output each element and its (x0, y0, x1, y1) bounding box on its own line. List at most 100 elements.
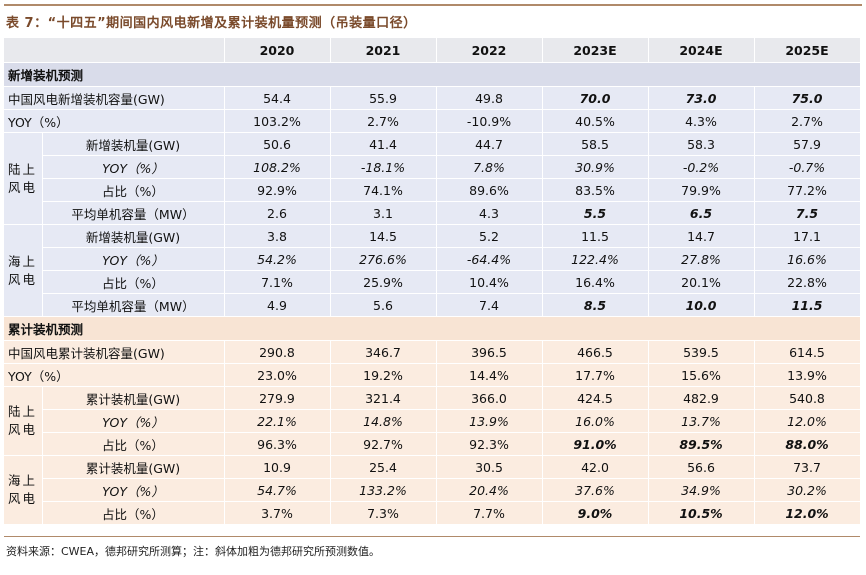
value-cell: 42.0 (542, 455, 649, 479)
value-cell: 11.5 (754, 293, 861, 317)
value-cell: 7.7% (436, 501, 543, 525)
value-cell: 14.7 (648, 224, 755, 248)
value-cell: 25.4 (330, 455, 437, 479)
column-header: 2022 (436, 38, 543, 63)
value-cell: 22.1% (224, 409, 331, 433)
column-header: 2021 (330, 38, 437, 63)
value-cell: -0.7% (754, 155, 861, 179)
value-cell: 89.5% (648, 432, 755, 456)
value-cell: 279.9 (224, 386, 331, 410)
value-cell: 4.3 (436, 201, 543, 225)
group-label: 海上风电 (4, 455, 43, 525)
value-cell: 10.5% (648, 501, 755, 525)
sub-row-label: 新增装机量(GW) (42, 224, 225, 248)
value-cell: 2.6 (224, 201, 331, 225)
table-row: YOY（%） 54.7% 133.2% 20.4% 37.6% 34.9% 30.2% (4, 478, 861, 502)
value-cell: 55.9 (330, 86, 437, 110)
value-cell: 5.6 (330, 293, 437, 317)
value-cell: 12.0% (754, 501, 861, 525)
value-cell: 321.4 (330, 386, 437, 410)
value-cell: 22.8% (754, 270, 861, 294)
value-cell: -0.2% (648, 155, 755, 179)
value-cell: 10.9 (224, 455, 331, 479)
value-cell: 13.7% (648, 409, 755, 433)
table-row: 占比（%） 96.3% 92.7% 92.3% 91.0% 89.5% 88.0% (4, 432, 861, 456)
value-cell: 16.0% (542, 409, 649, 433)
value-cell: 27.8% (648, 247, 755, 271)
value-cell: 30.5 (436, 455, 543, 479)
table-row: 陆上风电 新增装机量(GW) 50.6 41.4 44.7 58.5 58.3 57.9 (4, 132, 861, 225)
header-row: 2020 2021 2022 2023E 2024E 2025E (4, 38, 861, 63)
value-cell: 23.0% (224, 363, 331, 387)
table-row: 海上风电 累计装机量(GW) 10.9 25.4 30.5 42.0 56.6 73.7 (4, 455, 861, 525)
value-cell: 70.0 (542, 86, 649, 110)
table-row: 占比（%） 7.1% 25.9% 10.4% 16.4% 20.1% 22.8% (4, 270, 861, 294)
sub-row-label: 占比（%） (42, 270, 225, 294)
sub-row-label: 占比（%） (42, 501, 225, 525)
value-cell: 3.1 (330, 201, 437, 225)
value-cell: 77.2% (754, 178, 861, 202)
sub-row-label: 累计装机量(GW) (42, 386, 225, 410)
section-heading: 新增装机预测 (4, 62, 861, 87)
value-cell: 108.2% (224, 155, 331, 179)
value-cell: 7.8% (436, 155, 543, 179)
value-cell: 79.9% (648, 178, 755, 202)
value-cell: 614.5 (754, 340, 861, 364)
sub-row-label: YOY（%） (42, 409, 225, 433)
value-cell: 30.2% (754, 478, 861, 502)
section-heading: 累计装机预测 (4, 316, 861, 341)
value-cell: 103.2% (224, 109, 331, 133)
value-cell: 396.5 (436, 340, 543, 364)
table-row: 中国风电新增装机容量(GW) 54.4 55.9 49.8 70.0 73.0 75.0 (4, 86, 861, 110)
section-row: 新增装机预测 (4, 62, 861, 87)
value-cell: 75.0 (754, 86, 861, 110)
sub-row-label: 平均单机容量（MW） (42, 293, 225, 317)
value-cell: 41.4 (330, 132, 437, 156)
value-cell: 16.4% (542, 270, 649, 294)
value-cell: 92.3% (436, 432, 543, 456)
sub-row-label: YOY（%） (42, 247, 225, 271)
table-row: YOY（%） 22.1% 14.8% 13.9% 16.0% 13.7% 12.0% (4, 409, 861, 433)
table-row: 占比（%） 92.9% 74.1% 89.6% 83.5% 79.9% 77.2% (4, 178, 861, 202)
value-cell: 10.0 (648, 293, 755, 317)
source-note: 资料来源：CWEA，德邦研究所测算；注：斜体加粗为德邦研究所预测数值。 (6, 545, 381, 558)
value-cell: 49.8 (436, 86, 543, 110)
value-cell: 14.4% (436, 363, 543, 387)
value-cell: 16.6% (754, 247, 861, 271)
page-title: 表 7：“十四五”期间国内风电新增及累计装机量预测（吊装量口径） (6, 16, 417, 31)
value-cell: 7.3% (330, 501, 437, 525)
table-row: YOY（%） 23.0% 19.2% 14.4% 17.7% 15.6% 13.9% (4, 363, 861, 387)
value-cell: 276.6% (330, 247, 437, 271)
group-label: 陆上风电 (4, 132, 43, 225)
value-cell: 30.9% (542, 155, 649, 179)
value-cell: 96.3% (224, 432, 331, 456)
value-cell: 54.2% (224, 247, 331, 271)
value-cell: 12.0% (754, 409, 861, 433)
table-row: 平均单机容量（MW） 4.9 5.6 7.4 8.5 10.0 11.5 (4, 293, 861, 317)
header-corner (4, 38, 225, 63)
value-cell: 122.4% (542, 247, 649, 271)
value-cell: 4.3% (648, 109, 755, 133)
value-cell: -64.4% (436, 247, 543, 271)
value-cell: 5.5 (542, 201, 649, 225)
value-cell: 9.0% (542, 501, 649, 525)
value-cell: 17.1 (754, 224, 861, 248)
value-cell: 4.9 (224, 293, 331, 317)
group-label: 海上风电 (4, 224, 43, 317)
value-cell: 20.1% (648, 270, 755, 294)
value-cell: 92.9% (224, 178, 331, 202)
sub-row-label: 占比（%） (42, 432, 225, 456)
row-label: YOY（%） (4, 109, 225, 133)
value-cell: 13.9% (754, 363, 861, 387)
value-cell: -18.1% (330, 155, 437, 179)
table-body: 新增装机预测 中国风电新增装机容量(GW) 54.4 55.9 49.8 70.0 73.0… (4, 62, 861, 525)
value-cell: 8.5 (542, 293, 649, 317)
value-cell: 424.5 (542, 386, 649, 410)
column-header: 2023E (542, 38, 649, 63)
value-cell: 366.0 (436, 386, 543, 410)
value-cell: 25.9% (330, 270, 437, 294)
forecast-table: 2020 2021 2022 2023E 2024E 2025E 新增装机预测中… (4, 38, 861, 525)
value-cell: 83.5% (542, 178, 649, 202)
value-cell: 10.4% (436, 270, 543, 294)
sub-row-label: 占比（%） (42, 178, 225, 202)
